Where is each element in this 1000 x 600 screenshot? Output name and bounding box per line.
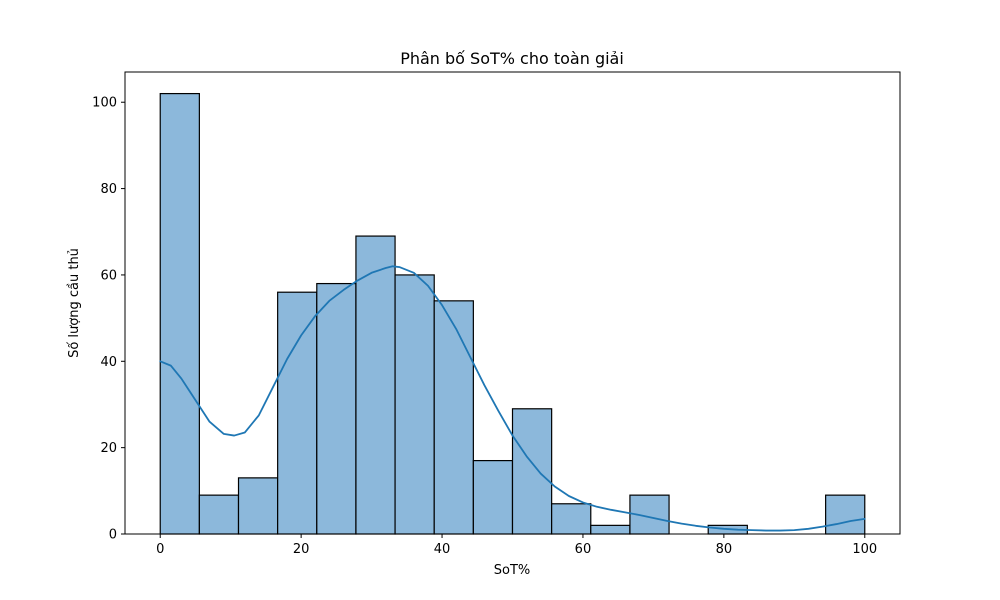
y-axis-ticks: 0 20 40 60 80 100 [92, 96, 125, 543]
histogram-bar [472, 459, 514, 535]
x-tick-label: 60 [575, 542, 592, 557]
y-tick-label: 80 [100, 182, 117, 197]
histogram-bar [433, 300, 474, 535]
histogram-bar [394, 274, 435, 535]
y-tick-label: 40 [100, 355, 117, 370]
bars-layer [159, 92, 866, 535]
y-tick-label: 100 [92, 96, 117, 111]
y-axis-title: Số lượng cầu thủ [67, 248, 82, 358]
histogram-bar [277, 291, 318, 535]
y-tick-label: 20 [100, 441, 117, 456]
x-tick-label: 0 [156, 542, 164, 557]
kde-line [159, 265, 866, 532]
x-tick-label: 80 [716, 542, 733, 557]
histogram-bar [159, 92, 200, 535]
x-axis-ticks: 0 20 40 60 80 100 [156, 534, 877, 557]
histogram-bar [198, 494, 240, 535]
histogram-bar [590, 524, 631, 535]
chart-title: Phân bố SoT% cho toàn giải [400, 49, 624, 68]
plot-frame [124, 71, 901, 535]
x-tick-label: 20 [293, 542, 310, 557]
histogram-bar [355, 235, 396, 535]
kde-layer [159, 265, 866, 532]
histogram-bar [316, 282, 357, 535]
histogram-bar [551, 503, 592, 535]
histogram-bar [237, 477, 279, 535]
histogram-bar [825, 494, 866, 535]
histogram-bar [511, 408, 553, 535]
x-axis-title: SoT% [494, 563, 531, 578]
x-tick-label: 100 [852, 542, 877, 557]
y-tick-label: 60 [100, 268, 117, 283]
x-tick-label: 40 [434, 542, 451, 557]
y-tick-label: 0 [109, 528, 117, 543]
